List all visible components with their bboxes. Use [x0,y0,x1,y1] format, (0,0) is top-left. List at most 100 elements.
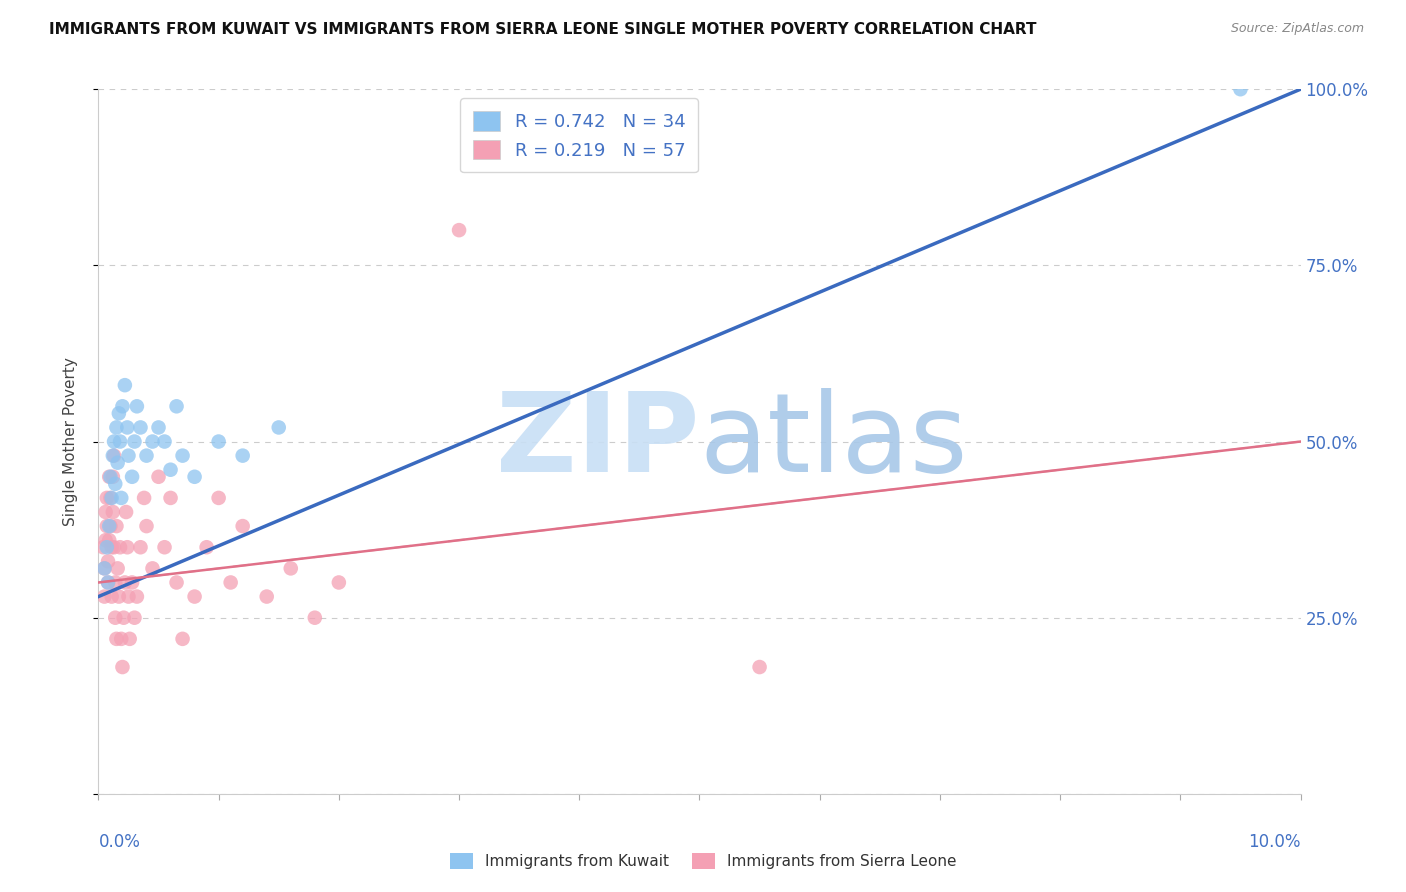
Point [304,610,326,624]
Point [141,561,163,575]
Point [100,540,122,554]
Point [132,491,155,505]
Point [101,449,124,463]
Point [97,554,120,568]
Point [103,449,125,463]
Point [117,540,139,554]
Point [111,399,134,413]
Point [183,469,205,483]
Point [153,434,176,449]
Point [183,590,205,604]
Point [104,476,127,491]
Point [96,519,118,533]
Point [100,519,122,533]
Point [97,575,120,590]
Point [111,660,134,674]
Point [97,575,120,590]
Text: Source: ZipAtlas.com: Source: ZipAtlas.com [1230,22,1364,36]
Point [148,469,170,483]
Point [115,505,138,519]
Point [125,590,148,604]
Point [172,632,194,646]
Point [166,575,188,590]
Point [232,519,254,533]
Point [101,469,124,483]
Point [135,519,157,533]
Point [208,434,231,449]
Text: atlas: atlas [700,388,967,495]
Point [98,519,121,533]
Point [101,505,124,519]
Text: 0.0%: 0.0% [98,832,141,851]
Point [93,590,115,604]
Point [159,463,181,477]
Point [98,469,121,483]
Point [124,434,146,449]
Point [117,420,139,434]
Point [121,469,143,483]
Point [748,660,770,674]
Point [94,533,117,548]
Point [232,449,254,463]
Point [112,610,135,624]
Point [121,575,143,590]
Point [108,540,131,554]
Point [91,540,114,554]
Point [117,590,139,604]
Point [129,540,152,554]
Point [108,590,131,604]
Point [447,223,470,237]
Point [141,434,163,449]
Point [208,491,231,505]
Point [110,491,132,505]
Point [280,561,302,575]
Point [108,406,131,420]
Point [104,575,127,590]
Point [135,449,157,463]
Point [129,420,152,434]
Point [1229,82,1251,96]
Point [93,561,115,575]
Point [104,610,127,624]
Text: IMMIGRANTS FROM KUWAIT VS IMMIGRANTS FROM SIERRA LEONE SINGLE MOTHER POVERTY COR: IMMIGRANTS FROM KUWAIT VS IMMIGRANTS FRO… [49,22,1036,37]
Point [105,632,128,646]
Point [110,632,132,646]
Point [125,399,148,413]
Point [96,540,118,554]
Point [105,420,128,434]
Point [114,378,136,392]
Point [103,540,125,554]
Point [148,420,170,434]
Point [117,449,139,463]
Point [94,505,117,519]
Y-axis label: Single Mother Poverty: Single Mother Poverty [63,357,77,526]
Point [153,540,176,554]
Point [107,456,129,470]
Point [195,540,218,554]
Point [118,632,141,646]
Point [100,491,122,505]
Point [267,420,290,434]
Point [166,399,188,413]
Point [100,469,122,483]
Point [93,561,115,575]
Point [107,561,129,575]
Point [103,434,125,449]
Point [114,575,136,590]
Text: ZIP: ZIP [496,388,700,495]
Point [172,449,194,463]
Legend: Immigrants from Kuwait, Immigrants from Sierra Leone: Immigrants from Kuwait, Immigrants from … [443,847,963,875]
Point [219,575,242,590]
Point [98,533,121,548]
Point [105,519,128,533]
Point [100,590,122,604]
Point [159,491,181,505]
Point [256,590,278,604]
Point [124,610,146,624]
Point [96,491,118,505]
Point [100,491,122,505]
Point [108,434,131,449]
Legend: R = 0.742   N = 34, R = 0.219   N = 57: R = 0.742 N = 34, R = 0.219 N = 57 [461,98,697,172]
Point [328,575,350,590]
Text: 10.0%: 10.0% [1249,832,1301,851]
